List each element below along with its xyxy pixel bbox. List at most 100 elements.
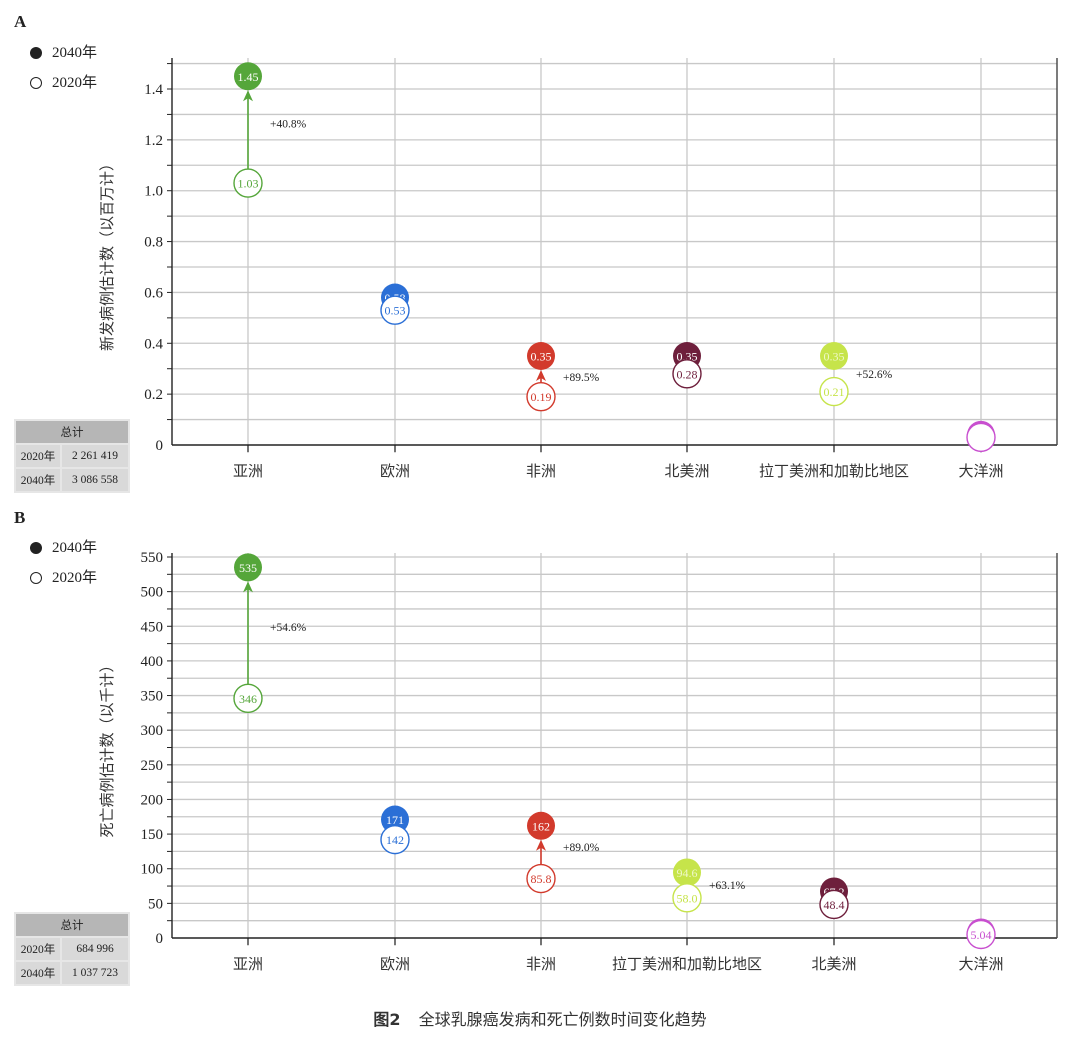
panel-a-letter: A — [14, 12, 27, 31]
y-tick-label: 0.6 — [144, 285, 163, 301]
marker-2040-label: 0.35 — [824, 350, 845, 364]
marker-2040-label: 162 — [532, 819, 550, 833]
marker-2040 — [234, 62, 262, 91]
x-category-label: 非洲 — [526, 955, 556, 973]
totals-row: 2020年 2 261 419 — [16, 445, 128, 467]
marker-2040-label: 0.35 — [677, 350, 698, 364]
x-category-label: 拉丁美洲和加勒比地区 — [759, 462, 909, 480]
data-point-group: 0.580.53 — [380, 283, 410, 325]
arrow-head-icon — [536, 370, 546, 381]
marker-2040-label: 0.35 — [531, 350, 552, 364]
totals-row: 2020年 684 996 — [16, 938, 128, 960]
x-category-label: 大洋洲 — [958, 955, 1003, 973]
percent-change-annotation: +52.6% — [856, 369, 893, 381]
legend-label-2020: 2020年 — [52, 75, 98, 91]
legend-item-2040: 2040年 — [30, 38, 97, 68]
marker-2020-label: 58.0 — [677, 891, 698, 905]
filled-circle-icon — [30, 47, 42, 59]
marker-2040-label: 1.45 — [238, 70, 259, 84]
y-tick-label: 50 — [148, 896, 163, 912]
percent-change-annotation: +54.6% — [270, 622, 307, 634]
arrow-head-icon — [243, 90, 253, 102]
percent-change-annotation: +89.0% — [563, 842, 600, 854]
y-tick-label: 100 — [141, 862, 164, 878]
y-tick-label: 300 — [141, 723, 164, 739]
marker-2020 — [233, 168, 263, 198]
y-tick-label: 150 — [141, 827, 164, 843]
data-point-group — [966, 420, 996, 453]
legend-item-2040: 2040年 — [30, 533, 97, 563]
x-category-label: 亚洲 — [233, 462, 263, 480]
data-point-group: 0.35 0.28 — [672, 342, 702, 389]
panel-b-chart: 0 50 100 150 200 250 300 350 400 450 500 550 死亡病例估计数… — [98, 550, 1058, 973]
figure-label: 图2 — [373, 1010, 401, 1029]
totals-value: 2 261 419 — [62, 445, 128, 467]
totals-value: 3 086 558 — [62, 469, 128, 491]
marker-2040 — [673, 858, 701, 887]
marker-2020-label: 0.53 — [385, 304, 406, 318]
arrow-head-icon — [536, 839, 546, 851]
y-tick-label: 250 — [141, 758, 164, 774]
x-category-label: 欧洲 — [380, 955, 410, 973]
totals-value: 1 037 723 — [62, 962, 128, 984]
legend-item-2020: 2020年 — [30, 68, 97, 98]
figure-caption: 图2 全球乳腺癌发病和死亡例数时间变化趋势 — [0, 1006, 1080, 1030]
data-point-group: 0.35 0.19 +89.5% — [526, 342, 600, 412]
marker-2020-label: 346 — [239, 692, 257, 706]
totals-year: 2040年 — [16, 962, 60, 984]
marker-2020-label: 48.4 — [824, 898, 845, 912]
marker-2020 — [526, 863, 556, 894]
totals-header: 总计 — [16, 914, 128, 936]
y-tick-label: 450 — [141, 619, 164, 635]
y-tick-label: 0 — [156, 931, 164, 947]
marker-2020 — [819, 376, 849, 407]
marker-2020 — [966, 422, 996, 453]
data-point-group: 162 85.8 +89.0% — [526, 811, 600, 894]
panel-a-chart: 0 0.2 0.4 0.6 0.8 1.0 1.2 1.4 新发病例估计数（以百万计） 亚洲 欧洲 非… — [98, 58, 1058, 480]
percent-change-annotation: +89.5% — [563, 372, 600, 384]
totals-row: 2040年 3 086 558 — [16, 469, 128, 491]
data-point-group: 1.45 1.03 +40.8% — [233, 62, 307, 198]
percent-change-annotation: +63.1% — [709, 880, 746, 892]
marker-2020 — [966, 919, 996, 950]
panel-b-legend: 2040年 2020年 — [30, 533, 97, 593]
x-category-label: 北美洲 — [811, 955, 856, 973]
marker-2020-label: 142 — [386, 833, 404, 847]
y-axis-label: 死亡病例估计数（以千计） — [98, 657, 116, 837]
legend-label-2020: 2020年 — [52, 570, 98, 586]
open-circle-icon — [30, 572, 42, 584]
marker-2020 — [672, 359, 702, 389]
y-tick-label: 1.0 — [144, 184, 163, 200]
marker-2020 — [672, 883, 702, 913]
data-point-group: 94.6 58.0 +63.1% — [672, 858, 746, 913]
marker-2020 — [233, 683, 263, 714]
marker-2020 — [380, 824, 410, 855]
y-tick-label: 1.2 — [144, 133, 163, 149]
y-tick-label: 350 — [141, 689, 164, 705]
marker-2040 — [527, 342, 555, 370]
x-category-label: 欧洲 — [380, 462, 410, 480]
marker-2040 — [527, 811, 555, 840]
marker-2040-label: 171 — [386, 813, 404, 827]
figure-title: 全球乳腺癌发病和死亡例数时间变化趋势 — [418, 1010, 707, 1029]
marker-2040 — [234, 553, 262, 582]
panel-a-legend: 2040年 2020年 — [30, 38, 97, 98]
marker-2020 — [380, 295, 410, 325]
data-point-group: 0.35 0.21 +52.6% — [819, 342, 893, 407]
totals-row: 2040年 1 037 723 — [16, 962, 128, 984]
legend-item-2020: 2020年 — [30, 563, 97, 593]
x-category-label: 非洲 — [526, 462, 556, 480]
data-point-group: 5.04 — [966, 918, 996, 950]
x-category-label: 大洋洲 — [958, 462, 1003, 480]
marker-2040-label: 535 — [239, 561, 257, 575]
legend-label-2040: 2040年 — [52, 540, 98, 556]
marker-2020-label: 0.21 — [824, 385, 845, 399]
legend-label-2040: 2040年 — [52, 45, 98, 61]
marker-2020 — [526, 381, 556, 412]
marker-2020-label: 1.03 — [238, 177, 259, 191]
marker-2020-label: 0.19 — [531, 390, 552, 404]
y-tick-label: 400 — [141, 654, 164, 670]
marker-2020-label: 0.28 — [677, 367, 698, 381]
arrow-head-icon — [243, 581, 253, 593]
